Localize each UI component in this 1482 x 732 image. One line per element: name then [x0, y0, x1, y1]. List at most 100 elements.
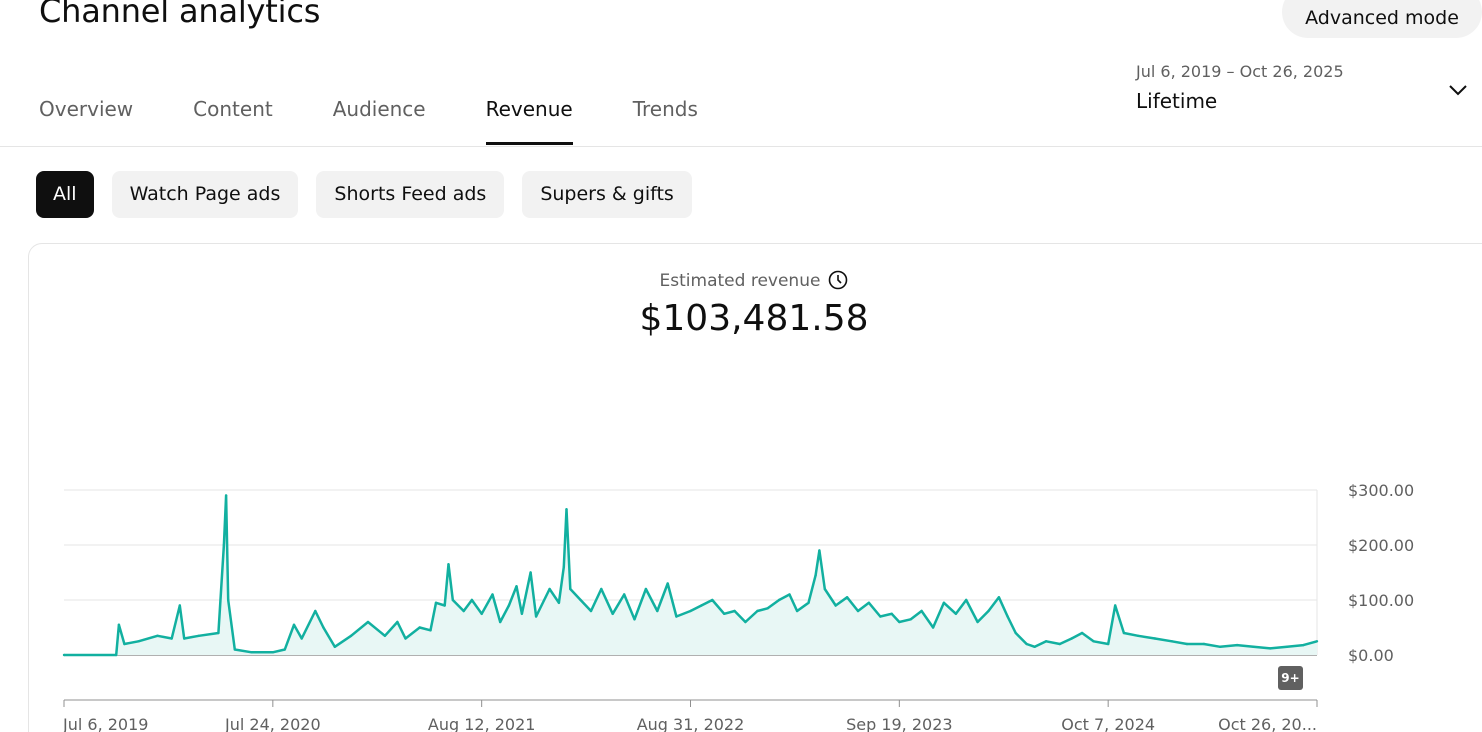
data-point-84 — [942, 601, 946, 604]
data-point-0 — [62, 653, 66, 657]
data-point-70 — [807, 601, 810, 604]
data-point-65 — [756, 609, 759, 613]
data-point-22 — [333, 645, 336, 648]
data-point-73 — [823, 587, 826, 591]
data-point-4 — [137, 640, 140, 643]
data-point-96 — [1070, 637, 1073, 640]
data-point-29 — [429, 629, 432, 632]
data-point-81 — [909, 618, 912, 621]
y-tick-label: $200.00 — [1348, 536, 1414, 555]
data-point-55 — [644, 587, 648, 591]
date-range-label: Lifetime — [1136, 89, 1218, 113]
more-annotations-badge[interactable]: 9+ — [1278, 666, 1303, 690]
data-point-57 — [666, 582, 669, 585]
metric-name-label: Estimated revenue — [659, 271, 821, 291]
data-point-13 — [227, 598, 230, 602]
tab-audience[interactable]: Audience — [332, 97, 426, 121]
data-point-88 — [987, 609, 990, 613]
y-tick-label: $300.00 — [1348, 481, 1414, 500]
data-point-107 — [1219, 645, 1222, 648]
data-point-112 — [1302, 643, 1305, 647]
x-tick-label: Aug 12, 2021 — [428, 715, 536, 732]
data-point-110 — [1269, 647, 1272, 650]
data-point-42 — [529, 571, 532, 574]
data-point-31 — [443, 604, 446, 607]
data-point-106 — [1202, 642, 1206, 646]
data-point-59 — [689, 609, 692, 613]
data-point-46 — [562, 565, 565, 569]
data-point-3 — [123, 642, 126, 646]
data-point-23 — [349, 634, 353, 637]
data-point-20 — [314, 609, 317, 613]
data-point-98 — [1092, 640, 1095, 643]
data-point-102 — [1136, 634, 1140, 637]
data-point-12 — [224, 494, 228, 497]
data-point-77 — [867, 601, 871, 604]
data-point-99 — [1107, 642, 1110, 646]
data-point-28 — [418, 626, 421, 629]
data-point-113 — [1315, 640, 1319, 643]
data-point-83 — [931, 626, 935, 629]
data-point-32 — [447, 563, 450, 566]
data-point-67 — [777, 598, 781, 602]
tab-content[interactable]: Content — [193, 97, 273, 121]
data-point-103 — [1153, 637, 1157, 640]
date-range-text: Jul 6, 2019 – Oct 26, 2025 — [1136, 62, 1344, 81]
chip-all[interactable]: All — [36, 171, 94, 218]
data-point-39 — [507, 604, 511, 607]
tabs-divider — [0, 146, 1482, 147]
data-point-94 — [1045, 640, 1048, 643]
data-point-38 — [499, 620, 502, 624]
data-point-17 — [283, 648, 286, 651]
data-point-47 — [565, 508, 568, 511]
data-point-1 — [115, 653, 118, 657]
chevron-down-icon — [1449, 85, 1467, 96]
data-point-105 — [1185, 642, 1189, 646]
page-title: Channel analytics — [39, 0, 321, 30]
data-point-25 — [383, 634, 387, 637]
data-point-37 — [491, 593, 494, 596]
data-point-61 — [711, 598, 714, 602]
data-point-34 — [462, 609, 465, 613]
revenue-filter-chips: All Watch Page ads Shorts Feed ads Super… — [36, 171, 710, 218]
data-point-30 — [434, 601, 438, 604]
data-point-51 — [600, 587, 603, 591]
chip-watch-page-ads[interactable]: Watch Page ads — [111, 171, 299, 218]
data-point-92 — [1025, 642, 1028, 646]
tab-overview[interactable]: Overview — [39, 97, 134, 121]
data-point-68 — [788, 593, 791, 596]
data-point-89 — [997, 596, 1001, 599]
data-point-78 — [879, 615, 882, 618]
data-point-10 — [217, 631, 220, 635]
data-point-104 — [1170, 640, 1174, 643]
data-point-75 — [845, 596, 849, 599]
data-point-109 — [1252, 645, 1255, 648]
data-point-9 — [197, 634, 201, 637]
data-point-85 — [954, 612, 958, 615]
tab-revenue[interactable]: Revenue — [485, 92, 573, 146]
data-point-24 — [366, 620, 370, 624]
revenue-line — [64, 494, 1318, 657]
revenue-area — [64, 495, 1317, 655]
clock-icon[interactable] — [828, 270, 848, 290]
x-tick-label: Aug 31, 2022 — [637, 715, 745, 732]
data-point-7 — [178, 604, 181, 607]
data-point-82 — [920, 609, 923, 613]
data-point-74 — [834, 604, 837, 607]
advanced-mode-button[interactable]: Advanced mode — [1282, 0, 1482, 38]
date-range-picker[interactable]: Jul 6, 2019 – Oct 26, 2025 Lifetime — [1136, 62, 1470, 122]
x-tick-label: Oct 7, 2024 — [1061, 715, 1155, 732]
data-point-11 — [222, 543, 226, 547]
y-tick-label: $0.00 — [1348, 646, 1394, 665]
analytics-tabs: Overview Content Audience Revenue Trends — [39, 92, 758, 146]
data-point-87 — [976, 620, 979, 624]
chip-supers-gifts[interactable]: Supers & gifts — [522, 171, 692, 218]
data-point-90 — [1006, 615, 1009, 618]
data-point-97 — [1080, 631, 1084, 635]
chip-shorts-feed-ads[interactable]: Shorts Feed ads — [316, 171, 505, 218]
data-point-111 — [1285, 645, 1289, 648]
data-point-33 — [451, 598, 454, 602]
data-point-21 — [322, 626, 325, 629]
tab-trends[interactable]: Trends — [632, 97, 698, 121]
